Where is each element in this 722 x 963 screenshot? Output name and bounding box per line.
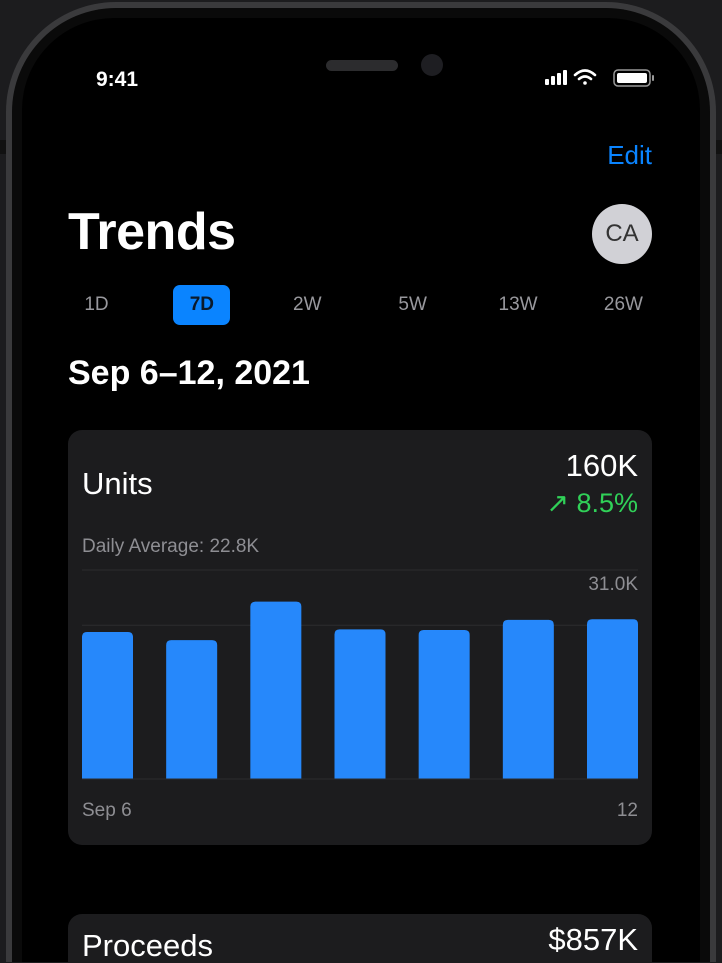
bar-sep-9[interactable] [334, 629, 386, 779]
units-change: ↗ 8.5% [546, 488, 638, 518]
tab-26w[interactable]: 26W [603, 294, 643, 315]
bar-sep-10[interactable] [418, 630, 470, 779]
bar-sep-12[interactable] [587, 619, 638, 779]
arrow-up-right-icon: ↗ [546, 488, 569, 518]
card-title: Proceeds [82, 928, 213, 963]
speaker [326, 60, 398, 71]
units-card[interactable]: Units 160K ↗ 8.5% Daily Average: 22.8K 3… [68, 430, 652, 845]
card-title: Units [82, 466, 153, 501]
signal-icon [545, 70, 567, 85]
avatar[interactable]: CA [592, 204, 652, 264]
bar-sep-11[interactable] [502, 619, 554, 779]
y-max-label: 31.0K [588, 574, 638, 595]
bar-sep-6[interactable] [82, 632, 133, 779]
tab-7d[interactable]: 7D [173, 285, 231, 325]
phone-screen: 9:41 Edit Trends CA 1D 7D 2W 5W 13W 26W … [22, 18, 700, 962]
units-total: 160K [565, 448, 638, 483]
bar-sep-7[interactable] [166, 640, 218, 779]
camera [421, 54, 443, 76]
proceeds-total: $857K [548, 922, 638, 957]
tab-2w[interactable]: 2W [293, 294, 322, 315]
edit-button[interactable]: Edit [607, 140, 652, 170]
tab-13w[interactable]: 13W [498, 294, 538, 315]
x-end-label: 12 [616, 800, 638, 821]
tab-5w[interactable]: 5W [398, 294, 427, 315]
status-icons [545, 69, 654, 87]
proceeds-card[interactable]: Proceeds $857K [68, 914, 652, 962]
battery-icon [613, 69, 654, 87]
bar-sep-8[interactable] [250, 601, 302, 779]
date-range: Sep 6–12, 2021 [68, 354, 310, 392]
x-start-label: Sep 6 [82, 800, 132, 821]
daily-average: Daily Average: 22.8K [82, 536, 260, 557]
units-bar-chart: 31.0K [82, 569, 638, 780]
wifi-icon [573, 69, 597, 85]
range-tabs: 1D 7D 2W 5W 13W 26W [68, 285, 652, 325]
status-time: 9:41 [96, 68, 139, 91]
tab-1d[interactable]: 1D [84, 294, 109, 315]
page-title: Trends [68, 203, 236, 261]
